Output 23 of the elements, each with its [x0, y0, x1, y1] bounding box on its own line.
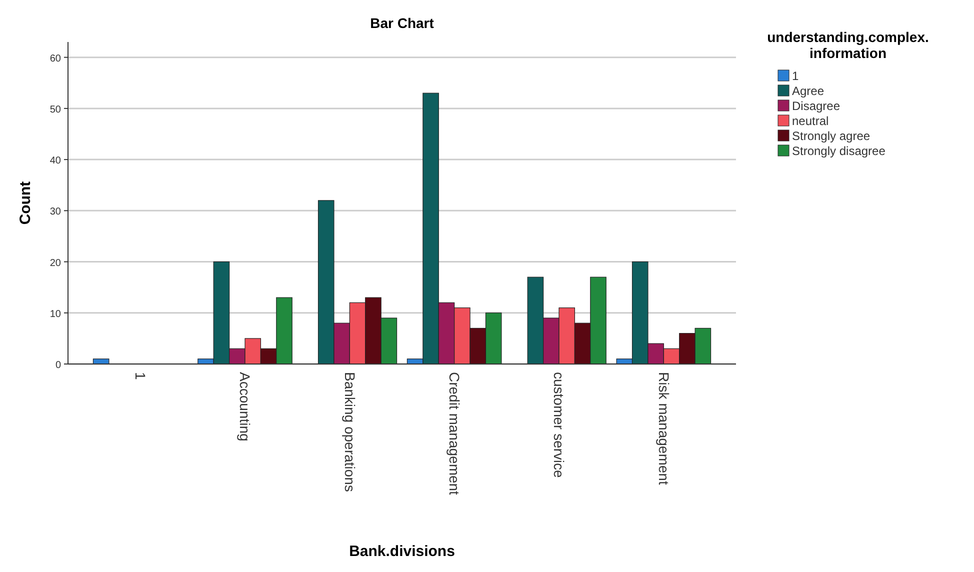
- y-tick-label: 10: [50, 308, 62, 320]
- legend-label: Agree: [792, 84, 824, 98]
- legend-label: Disagree: [792, 99, 840, 113]
- x-tick-label: Risk management: [656, 372, 672, 485]
- legend-label: Strongly disagree: [792, 144, 886, 158]
- y-tick-label: 20: [50, 258, 62, 269]
- legend-title: understanding.complex. information: [767, 29, 929, 61]
- legend-label: Strongly agree: [792, 129, 870, 143]
- x-tick-label: customer service: [551, 372, 568, 478]
- x-tick-label: Accounting: [237, 372, 254, 442]
- legend-label: 1: [792, 69, 799, 83]
- legend-label: neutral: [792, 114, 829, 128]
- y-tick-label: 50: [50, 104, 62, 116]
- y-axis-title: Count: [17, 181, 34, 225]
- y-tick-label: 40: [50, 156, 62, 167]
- y-tick-label: 30: [50, 206, 62, 218]
- x-tick-label: Banking operations: [342, 372, 358, 492]
- x-tick-label: Credit management: [446, 372, 462, 496]
- y-tick-label: 0: [55, 360, 62, 371]
- x-axis-title: Bank.divisions: [349, 543, 455, 560]
- y-tick-label: 60: [50, 53, 62, 64]
- x-tick-label: 1: [132, 372, 148, 380]
- chart-title: Bar Chart: [370, 15, 434, 31]
